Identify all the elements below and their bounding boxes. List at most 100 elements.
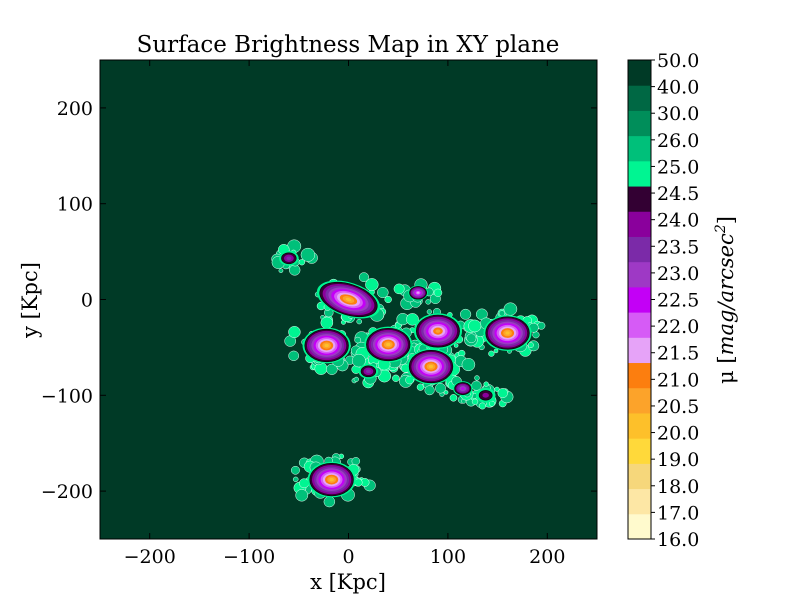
halo-patch <box>471 380 482 391</box>
colorbar-tick-label: 26.0 <box>657 130 699 152</box>
colorbar-level-12 <box>628 211 651 237</box>
y-axis: −200 −100 0 100 200 <box>41 98 597 503</box>
colorbar-tick-label: 50.0 <box>657 50 699 72</box>
colorbar-level-7 <box>628 337 651 364</box>
x-tick-label: 200 <box>529 546 565 568</box>
colorbar-level-1 <box>628 488 651 515</box>
halo-patch <box>461 358 476 372</box>
component-1-level-4 <box>386 342 391 347</box>
halo-patch <box>527 342 534 349</box>
halo-patch <box>453 343 459 348</box>
colorbar-level-6 <box>628 362 651 389</box>
component-11-level-12 <box>482 392 489 398</box>
colorbar-level-9 <box>628 286 651 313</box>
component-9-level-11 <box>286 256 292 261</box>
halo-patch <box>459 308 472 320</box>
colorbar-tick-label: 24.0 <box>657 210 699 232</box>
halo-patch <box>426 309 433 315</box>
halo-patch <box>295 489 309 502</box>
colorbar-tick-label: 25.0 <box>657 156 699 178</box>
colorbar-tick-label: 16.0 <box>657 529 699 551</box>
halo-patch <box>351 457 361 466</box>
halo-patch <box>483 381 489 387</box>
halo-patch <box>351 353 366 368</box>
halo-patch <box>358 272 369 283</box>
colorbar-label: μ [mag/arcsec2] <box>713 216 738 384</box>
component-8-level-9 <box>461 387 465 390</box>
halo-patch <box>468 319 482 333</box>
colorbar-label-exponent: 2 <box>713 224 729 234</box>
colorbar: 16.0 17.0 18.0 19.0 20.0 20.5 21.0 21.5 22.0 22.5… <box>627 50 738 551</box>
y-tick-label: 0 <box>81 290 93 312</box>
halo-patch <box>292 476 299 483</box>
colorbar-level-18 <box>628 60 651 86</box>
colorbar-level-17 <box>628 85 651 111</box>
halo-patch <box>298 259 306 266</box>
component-6-level-7 <box>416 291 420 294</box>
colorbar-level-11 <box>628 236 651 263</box>
colorbar-level-13 <box>628 186 651 212</box>
colorbar-tick-label: 23.5 <box>657 236 699 258</box>
halo-patch <box>300 247 316 262</box>
colorbar-tick-label: 30.0 <box>657 103 699 125</box>
colorbar-level-16 <box>628 110 651 137</box>
x-tick-label: 100 <box>430 546 466 568</box>
component-10-level-11 <box>365 369 371 374</box>
colorbar-level-3 <box>628 438 651 464</box>
plot-area <box>99 59 598 540</box>
halo-patch <box>354 478 363 487</box>
component-7-level-4 <box>329 477 334 482</box>
halo-patch <box>278 268 284 273</box>
x-axis-label: x [Kpc] <box>310 570 386 594</box>
halo-patch <box>377 287 389 299</box>
colorbar-level-0 <box>628 513 651 540</box>
halo-patch <box>474 375 480 381</box>
halo-patch <box>353 376 359 382</box>
halo-patch <box>471 398 479 405</box>
halo-patch <box>425 299 431 305</box>
halo-patch <box>493 348 499 354</box>
y-tick-label: 200 <box>57 98 93 120</box>
colorbar-tick-label: 21.5 <box>657 343 699 365</box>
colorbar-blocks <box>628 60 651 540</box>
halo-patch <box>356 318 363 325</box>
halo-patch <box>289 264 301 276</box>
colorbar-tick-label: 19.0 <box>657 449 699 471</box>
component-3-level-4 <box>428 364 434 369</box>
colorbar-level-15 <box>628 135 651 162</box>
x-tick-label: 0 <box>342 546 354 568</box>
colorbar-ticks: 16.0 17.0 18.0 19.0 20.0 20.5 21.0 21.5 22.0 22.5… <box>651 50 699 551</box>
halo-patch <box>424 385 435 396</box>
halo-patch <box>449 394 458 402</box>
colorbar-tick-label: 18.0 <box>657 476 699 498</box>
halo-patch <box>290 465 300 475</box>
colorbar-label-prefix: μ [ <box>714 355 738 384</box>
component-2-level-4 <box>324 343 329 348</box>
halo-patch <box>299 478 310 489</box>
component-5-level-5 <box>435 329 441 333</box>
halo-patch <box>354 336 362 344</box>
colorbar-tick-label: 21.0 <box>657 369 699 391</box>
halo-patch <box>365 278 379 292</box>
component-4-level-4 <box>505 331 510 335</box>
y-axis-label: y [Kpc] <box>18 262 42 339</box>
component-0-level-4 <box>345 297 352 302</box>
halo-patch <box>443 390 449 395</box>
halo-patch <box>433 288 443 297</box>
halo-patch <box>466 333 477 344</box>
halo-patch <box>384 295 392 304</box>
colorbar-tick-label: 23.0 <box>657 263 699 285</box>
colorbar-tick-label: 22.5 <box>657 290 699 312</box>
y-tick-label: 100 <box>57 194 93 216</box>
colorbar-level-10 <box>628 261 651 288</box>
colorbar-tick-label: 24.5 <box>657 183 699 205</box>
halo-patch <box>498 310 506 317</box>
colorbar-tick-label: 17.0 <box>657 502 699 524</box>
chart-title: Surface Brightness Map in XY plane <box>137 32 560 58</box>
x-axis: −200 −100 0 100 200 <box>124 60 565 568</box>
colorbar-level-8 <box>628 312 651 338</box>
halo-patch <box>478 402 486 410</box>
colorbar-tick-label: 20.5 <box>657 396 699 418</box>
halo-patch <box>392 374 400 382</box>
